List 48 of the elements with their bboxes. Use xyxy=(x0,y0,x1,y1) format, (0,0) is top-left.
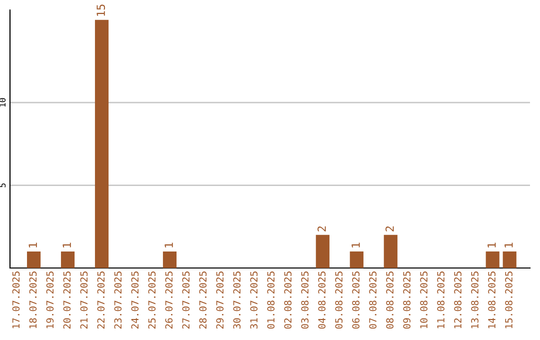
x-tick-label: 18.07.2025 xyxy=(29,272,37,328)
x-tick-label: 31.07.2025 xyxy=(250,272,258,329)
data-label: 1 xyxy=(504,242,513,248)
data-label: 1 xyxy=(62,242,71,248)
bar xyxy=(502,251,516,268)
x-tick-label: 11.08.2025 xyxy=(437,272,444,328)
bar xyxy=(316,234,330,268)
x-tick-label: 27.07.2025 xyxy=(182,272,190,329)
bar xyxy=(486,251,500,268)
x-tick-label: 15.08.2025 xyxy=(505,272,512,328)
x-tick-label: 12.08.2025 xyxy=(454,272,462,328)
x-tick-label: 29.07.2025 xyxy=(216,272,224,329)
x-tick-label: 19.07.2025 xyxy=(46,272,54,328)
x-tick-label: 04.08.2025 xyxy=(318,272,326,329)
x-tick-label: 14.08.2025 xyxy=(488,272,496,328)
x-tick-label: 03.08.2025 xyxy=(301,272,309,329)
x-tick-label: 26.07.2025 xyxy=(165,272,173,329)
x-tick-label: 06.08.2025 xyxy=(352,272,360,329)
x-tick-label: 20.07.2025 xyxy=(63,272,71,329)
x-tick-label: 17.07.2025 xyxy=(12,272,20,328)
bar xyxy=(162,251,177,268)
bar xyxy=(94,20,109,268)
data-label: 15 xyxy=(96,4,106,16)
data-label: 1 xyxy=(28,242,37,248)
x-tick-label: 01.08.2025 xyxy=(267,272,275,329)
x-tick-label: 21.07.2025 xyxy=(80,272,88,329)
bar xyxy=(350,251,364,268)
data-label: 1 xyxy=(164,242,173,248)
x-tick-label: 09.08.2025 xyxy=(403,272,410,329)
bar xyxy=(384,234,398,268)
data-label: 2 xyxy=(386,226,394,232)
x-tick-label: 08.08.2025 xyxy=(386,272,394,329)
x-tick-label: 23.07.2025 xyxy=(114,272,122,329)
bar xyxy=(60,251,75,268)
x-tick-label: 28.07.2025 xyxy=(199,272,207,329)
x-tick-label: 05.08.2025 xyxy=(335,272,343,329)
x-tick-label: 24.07.2025 xyxy=(131,272,139,329)
x-tick-label: 25.07.2025 xyxy=(148,272,156,329)
x-tick-label: 10.08.2025 xyxy=(420,272,428,328)
x-tick-label: 30.07.2025 xyxy=(233,272,241,329)
x-tick-label: 22.07.2025 xyxy=(97,272,105,329)
x-tick-label: 02.08.2025 xyxy=(284,272,292,329)
data-label: 1 xyxy=(352,242,360,248)
data-label: 2 xyxy=(318,226,326,232)
data-label: 1 xyxy=(488,242,496,248)
bar xyxy=(26,251,41,268)
x-tick-label: 13.08.2025 xyxy=(471,272,478,328)
x-tick-label: 07.08.2025 xyxy=(369,272,377,329)
